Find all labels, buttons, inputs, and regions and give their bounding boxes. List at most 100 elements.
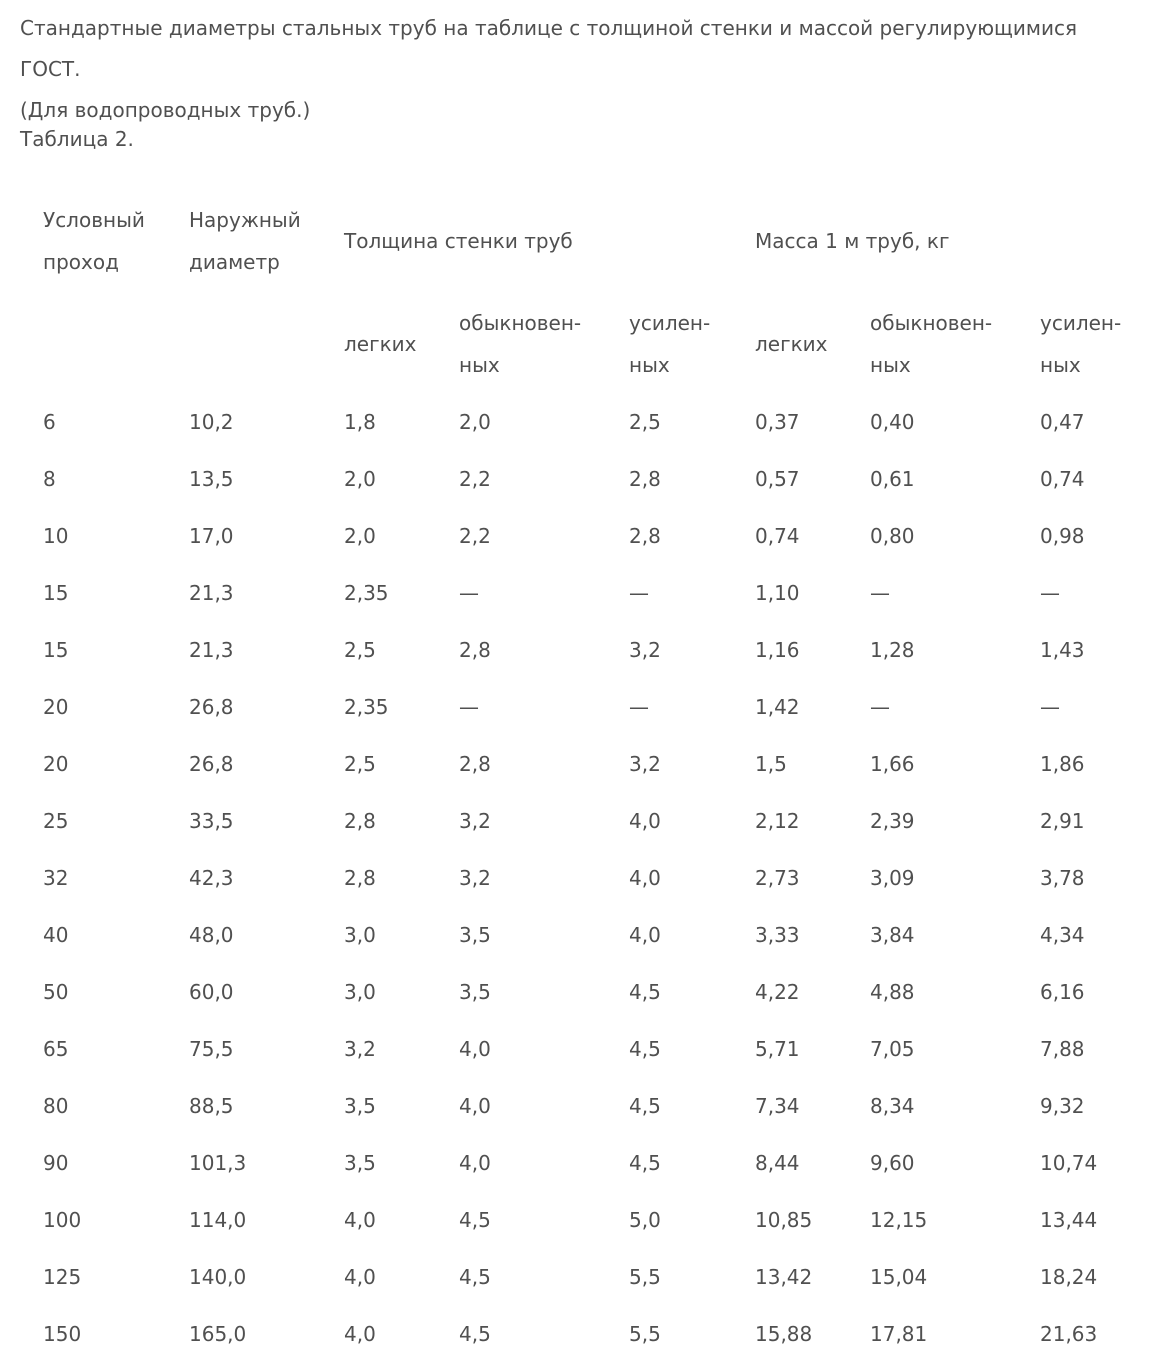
cell-wall-ordinary: 4,0	[459, 1093, 491, 1118]
cell-wall-reinforced: 5,5	[629, 1321, 661, 1346]
cell-mass-light: 0,74	[755, 523, 800, 548]
table-row: 150 165,0 4,0 4,5 5,5 15,88 17,81 21,63	[23, 1305, 1130, 1362]
cell-nominal-bore: 150	[43, 1321, 82, 1346]
pipe-diameter-table: Условный проход Наружный диаметр Толщина…	[23, 187, 1130, 1362]
subheader-mass-reinforced: усилен- ных	[1040, 311, 1122, 377]
table-row: 50 60,0 3,0 3,5 4,5 4,22 4,88 6,16	[23, 963, 1130, 1020]
table-row: 8 13,5 2,0 2,2 2,8 0,57 0,61 0,74	[23, 450, 1130, 507]
cell-outer-diameter: 17,0	[189, 523, 234, 548]
cell-mass-ordinary: 2,39	[870, 808, 915, 833]
table-caption: Таблица 2.	[20, 127, 134, 151]
cell-mass-ordinary: 3,09	[870, 865, 915, 890]
cell-wall-reinforced: 5,5	[629, 1264, 661, 1289]
cell-wall-light: 1,8	[344, 409, 376, 434]
subheader-mass-ordinary: обыкновен- ных	[870, 311, 993, 377]
table-row: 32 42,3 2,8 3,2 4,0 2,73 3,09 3,78	[23, 849, 1130, 906]
cell-outer-diameter: 10,2	[189, 409, 234, 434]
cell-wall-light: 2,5	[344, 751, 376, 776]
cell-mass-ordinary: 3,84	[870, 922, 915, 947]
intro-paragraph: Стандартные диаметры стальных труб на та…	[20, 8, 1140, 131]
cell-nominal-bore: 90	[43, 1150, 69, 1175]
table-row: 90 101,3 3,5 4,0 4,5 8,44 9,60 10,74	[23, 1134, 1130, 1191]
subheader-empty	[23, 295, 169, 393]
table-row: 20 26,8 2,35 — — 1,42 — —	[23, 678, 1130, 735]
cell-outer-diameter: 114,0	[189, 1207, 247, 1232]
cell-mass-ordinary: 12,15	[870, 1207, 928, 1232]
cell-mass-light: 1,16	[755, 637, 800, 662]
cell-wall-reinforced: 2,8	[629, 466, 661, 491]
cell-mass-reinforced: 6,16	[1040, 979, 1085, 1004]
cell-nominal-bore: 10	[43, 523, 69, 548]
cell-outer-diameter: 60,0	[189, 979, 234, 1004]
cell-mass-ordinary: 15,04	[870, 1264, 928, 1289]
cell-wall-reinforced: 4,0	[629, 808, 661, 833]
cell-wall-reinforced: 4,5	[629, 979, 661, 1004]
cell-wall-light: 2,8	[344, 865, 376, 890]
cell-outer-diameter: 33,5	[189, 808, 234, 833]
cell-mass-light: 0,57	[755, 466, 800, 491]
cell-wall-reinforced: 4,5	[629, 1036, 661, 1061]
cell-mass-light: 13,42	[755, 1264, 813, 1289]
cell-wall-light: 3,2	[344, 1036, 376, 1061]
cell-nominal-bore: 6	[43, 409, 56, 434]
cell-wall-reinforced: 3,2	[629, 637, 661, 662]
cell-mass-reinforced: 13,44	[1040, 1207, 1098, 1232]
cell-mass-reinforced: 9,32	[1040, 1093, 1085, 1118]
cell-mass-ordinary: —	[870, 580, 890, 605]
cell-wall-light: 3,5	[344, 1093, 376, 1118]
cell-outer-diameter: 13,5	[189, 466, 234, 491]
cell-nominal-bore: 100	[43, 1207, 82, 1232]
cell-mass-light: 2,73	[755, 865, 800, 890]
cell-wall-ordinary: —	[459, 694, 479, 719]
cell-wall-ordinary: 3,2	[459, 865, 491, 890]
cell-outer-diameter: 42,3	[189, 865, 234, 890]
subheader-wall-light: легких	[344, 332, 417, 356]
cell-mass-light: 1,5	[755, 751, 787, 776]
cell-mass-reinforced: 7,88	[1040, 1036, 1085, 1061]
cell-mass-ordinary: 0,40	[870, 409, 915, 434]
table-row: 6 10,2 1,8 2,0 2,5 0,37 0,40 0,47	[23, 393, 1130, 450]
cell-nominal-bore: 125	[43, 1264, 82, 1289]
cell-mass-reinforced: 18,24	[1040, 1264, 1098, 1289]
cell-outer-diameter: 48,0	[189, 922, 234, 947]
cell-outer-diameter: 88,5	[189, 1093, 234, 1118]
table-row: 125 140,0 4,0 4,5 5,5 13,42 15,04 18,24	[23, 1248, 1130, 1305]
cell-wall-light: 3,0	[344, 979, 376, 1004]
cell-wall-light: 3,5	[344, 1150, 376, 1175]
cell-mass-reinforced: 0,98	[1040, 523, 1085, 548]
cell-nominal-bore: 20	[43, 751, 69, 776]
cell-nominal-bore: 65	[43, 1036, 69, 1061]
cell-mass-ordinary: 0,80	[870, 523, 915, 548]
cell-mass-reinforced: 21,63	[1040, 1321, 1098, 1346]
table-row: 25 33,5 2,8 3,2 4,0 2,12 2,39 2,91	[23, 792, 1130, 849]
cell-wall-reinforced: 4,5	[629, 1150, 661, 1175]
cell-wall-ordinary: 2,2	[459, 523, 491, 548]
subheader-row: легких обыкновен- ных усилен- ных легких…	[23, 295, 1130, 393]
cell-wall-ordinary: 3,5	[459, 979, 491, 1004]
cell-wall-light: 4,0	[344, 1207, 376, 1232]
cell-mass-light: 1,10	[755, 580, 800, 605]
cell-wall-light: 4,0	[344, 1321, 376, 1346]
cell-mass-ordinary: —	[870, 694, 890, 719]
subheader-mass-light: легких	[755, 332, 828, 356]
cell-mass-ordinary: 8,34	[870, 1093, 915, 1118]
cell-mass-ordinary: 1,66	[870, 751, 915, 776]
cell-mass-reinforced: 0,47	[1040, 409, 1085, 434]
cell-wall-light: 3,0	[344, 922, 376, 947]
cell-mass-ordinary: 0,61	[870, 466, 915, 491]
cell-wall-ordinary: 2,0	[459, 409, 491, 434]
subheader-empty	[169, 295, 324, 393]
table-row: 15 21,3 2,5 2,8 3,2 1,16 1,28 1,43	[23, 621, 1130, 678]
cell-wall-reinforced: 2,5	[629, 409, 661, 434]
cell-mass-ordinary: 1,28	[870, 637, 915, 662]
cell-wall-light: 4,0	[344, 1264, 376, 1289]
intro-line-1: Стандартные диаметры стальных труб на та…	[20, 16, 1077, 81]
cell-nominal-bore: 8	[43, 466, 56, 491]
cell-mass-light: 4,22	[755, 979, 800, 1004]
cell-wall-reinforced: 4,0	[629, 922, 661, 947]
cell-wall-reinforced: —	[629, 694, 649, 719]
header-wall-thickness: Толщина стенки труб	[344, 229, 573, 253]
table-row: 15 21,3 2,35 — — 1,10 — —	[23, 564, 1130, 621]
cell-wall-ordinary: 3,2	[459, 808, 491, 833]
cell-mass-ordinary: 7,05	[870, 1036, 915, 1061]
